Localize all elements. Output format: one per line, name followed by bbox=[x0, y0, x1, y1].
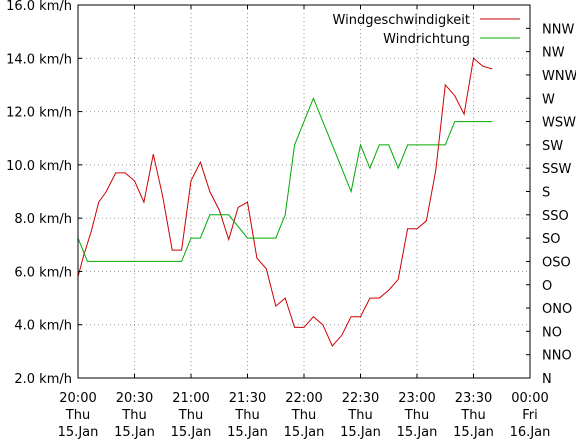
right-axis: N NNO NO ONO O OSO SO SSO S SSW SW WSW W WNW NW NNW bbox=[526, 22, 576, 387]
x-tick-label: 15.Jan bbox=[453, 425, 494, 440]
y-tick-label: 14.0 km/h bbox=[6, 52, 72, 67]
x-tick-label: 15.Jan bbox=[171, 425, 212, 440]
left-axis: 2.0 km/h 4.0 km/h 6.0 km/h 8.0 km/h 10.0 km/… bbox=[6, 0, 82, 387]
x-tick-label: 15.Jan bbox=[227, 425, 268, 440]
x-tick-label: Thu bbox=[291, 408, 316, 423]
x-tick-label: 22:30 bbox=[342, 391, 379, 406]
y2-tick-label: WNW bbox=[542, 69, 576, 84]
x-tick-label: 21:00 bbox=[172, 391, 209, 406]
x-tick-label: Fri bbox=[522, 408, 538, 423]
x-tick-label: 22:00 bbox=[285, 391, 322, 406]
y2-tick-label: SW bbox=[542, 139, 563, 154]
y2-tick-label: NW bbox=[542, 46, 565, 61]
y2-tick-label: O bbox=[542, 279, 552, 294]
y-tick-label: 16.0 km/h bbox=[6, 0, 72, 14]
y2-tick-label: OSO bbox=[542, 255, 571, 270]
y2-tick-label: SSW bbox=[542, 162, 572, 177]
series-layer bbox=[77, 57, 493, 347]
y2-tick-label: NNO bbox=[542, 349, 572, 364]
x-axis: 20:00 Thu 15.Jan 20:30 Thu 15.Jan 21:00 Thu 15.J… bbox=[58, 5, 551, 440]
x-tick-label: 15.Jan bbox=[397, 425, 438, 440]
x-tick-label: Thu bbox=[121, 408, 146, 423]
x-tick-label: Thu bbox=[347, 408, 372, 423]
legend-label: Windrichtung bbox=[383, 32, 470, 47]
grid-lines bbox=[78, 5, 530, 378]
y2-tick-label: S bbox=[542, 186, 550, 201]
series-line-direction bbox=[77, 96, 493, 262]
x-tick-label: 20:30 bbox=[116, 391, 153, 406]
x-tick-label: 15.Jan bbox=[58, 425, 99, 440]
x-tick-label: Thu bbox=[460, 408, 485, 423]
y2-tick-label: NNW bbox=[542, 22, 574, 37]
y2-tick-label: SO bbox=[542, 232, 560, 247]
y-tick-label: 2.0 km/h bbox=[14, 372, 72, 387]
x-tick-label: Thu bbox=[65, 408, 90, 423]
x-tick-label: 20:00 bbox=[59, 391, 96, 406]
y2-tick-label: SSO bbox=[542, 209, 569, 224]
x-tick-label: 00:00 bbox=[511, 391, 548, 406]
y-tick-label: 12.0 km/h bbox=[6, 106, 72, 121]
y2-tick-label: WSW bbox=[542, 116, 576, 131]
y2-tick-label: NO bbox=[542, 325, 562, 340]
x-tick-label: 15.Jan bbox=[284, 425, 325, 440]
y2-tick-label: N bbox=[542, 372, 552, 387]
x-tick-label: 21:30 bbox=[229, 391, 266, 406]
y2-tick-label: W bbox=[542, 92, 555, 107]
legend-label: Windgeschwindigkeit bbox=[333, 13, 470, 28]
x-tick-label: Thu bbox=[404, 408, 429, 423]
y-tick-label: 8.0 km/h bbox=[14, 212, 72, 227]
x-tick-label: 23:30 bbox=[455, 391, 492, 406]
y-tick-label: 10.0 km/h bbox=[6, 159, 72, 174]
y-tick-label: 6.0 km/h bbox=[14, 265, 72, 280]
legend: Windgeschwindigkeit Windrichtung bbox=[333, 13, 520, 47]
x-tick-label: 23:00 bbox=[398, 391, 435, 406]
y2-tick-label: ONO bbox=[542, 302, 572, 317]
x-tick-label: Thu bbox=[234, 408, 259, 423]
y-tick-label: 4.0 km/h bbox=[14, 319, 72, 334]
series-line-speed bbox=[77, 57, 493, 347]
x-tick-label: Thu bbox=[178, 408, 203, 423]
x-tick-label: 15.Jan bbox=[114, 425, 155, 440]
x-tick-label: 16.Jan bbox=[510, 425, 551, 440]
x-tick-label: 15.Jan bbox=[340, 425, 381, 440]
